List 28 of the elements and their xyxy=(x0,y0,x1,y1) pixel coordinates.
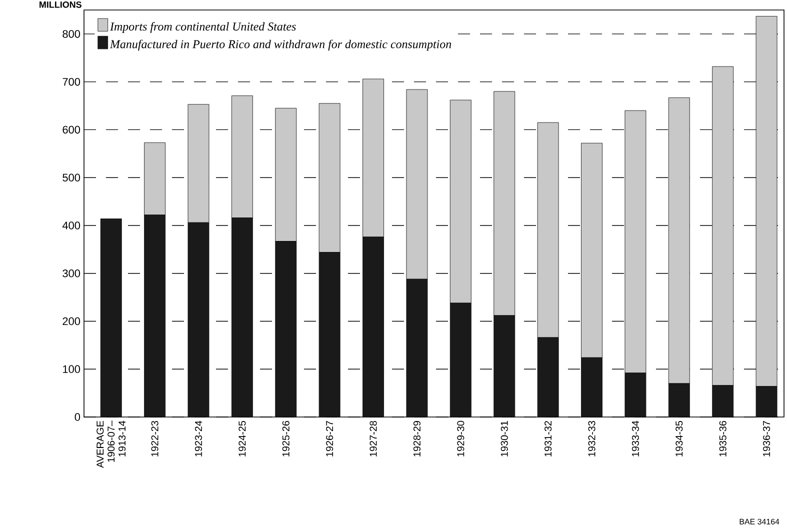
x-tick-label: 1932-33 xyxy=(588,420,596,456)
x-tick-label: 1922-23 xyxy=(151,420,158,456)
y-tick-label: 0 xyxy=(74,413,80,421)
y-tick-label: 100 xyxy=(63,365,80,373)
y-tick-label: 200 xyxy=(62,317,80,326)
y-axis-title: MILLIONS xyxy=(40,1,82,8)
x-tick-label: AVERAGE 1906-07– 1913-14 xyxy=(96,420,126,468)
x-tick-label: 1929-30 xyxy=(457,420,464,456)
x-tick-label: 1933-34 xyxy=(632,420,639,456)
y-tick-label: 400 xyxy=(62,222,80,230)
x-tick-label: 1927-28 xyxy=(370,420,377,456)
x-tick-label: 1923-24 xyxy=(194,420,202,456)
y-tick-label: 800 xyxy=(62,30,80,38)
y-tick-label: 300 xyxy=(62,269,80,278)
x-tick-label: 1926-27 xyxy=(326,421,334,456)
y-tick-label: 700 xyxy=(62,78,80,86)
x-tick-label: 1936-37 xyxy=(763,421,770,456)
x-tick-label: 1925-26 xyxy=(282,420,290,456)
legend-label: Imports from continental United States xyxy=(110,22,296,34)
x-tick-label: 1924-25 xyxy=(238,420,246,456)
x-tick-label: 1928-29 xyxy=(413,420,420,456)
x-tick-label: 1931-32 xyxy=(544,421,552,456)
y-tick-label: 600 xyxy=(62,126,80,134)
x-tick-label: 1935-36 xyxy=(719,420,726,456)
x-tick-label: 1930-31 xyxy=(500,421,508,456)
x-tick-label: 1934-35 xyxy=(676,420,683,456)
legend-label: Manufactured in Puerto Rico and withdrawn for domestic consumption xyxy=(110,40,452,51)
y-tick-label: 500 xyxy=(62,174,80,182)
